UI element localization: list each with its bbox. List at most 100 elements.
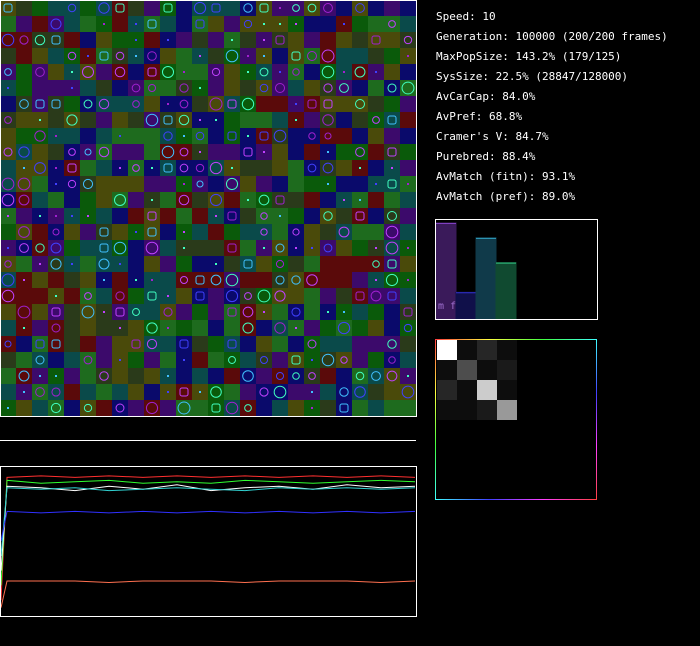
cell (368, 256, 384, 272)
organism (147, 211, 157, 221)
cell (96, 64, 112, 80)
cell (368, 80, 384, 96)
organism (355, 3, 365, 13)
cell (0, 48, 16, 64)
food (247, 71, 249, 73)
food (119, 263, 121, 265)
organism (275, 275, 285, 285)
food (39, 215, 41, 217)
cell (96, 96, 112, 112)
cell (208, 64, 224, 80)
food (167, 391, 169, 393)
heat-cell (457, 340, 477, 360)
cell (16, 0, 32, 16)
cell (304, 48, 320, 64)
cell (320, 240, 336, 256)
cell (176, 144, 192, 160)
cell (192, 96, 208, 112)
food (295, 327, 297, 329)
cell (320, 192, 336, 208)
food (199, 55, 201, 57)
heat-cell (477, 380, 497, 400)
cell (64, 176, 80, 192)
cell (368, 304, 384, 320)
food (407, 55, 409, 57)
stat-line: Purebred: 88.4% (436, 150, 536, 163)
cell (176, 96, 192, 112)
cell (48, 192, 64, 208)
cell (272, 352, 288, 368)
cell (16, 336, 32, 352)
cell (32, 288, 48, 304)
food (103, 311, 105, 313)
cell (80, 96, 96, 112)
cell (144, 128, 160, 144)
food (279, 23, 281, 25)
organism (292, 228, 300, 236)
organism (34, 130, 46, 142)
cell (176, 272, 192, 288)
organism (51, 387, 61, 397)
cell (176, 368, 192, 384)
cell (272, 224, 288, 240)
organism (115, 307, 125, 317)
organism (147, 51, 157, 61)
cell (400, 320, 416, 336)
food (375, 183, 377, 185)
organism (259, 387, 269, 397)
cell (32, 128, 48, 144)
cell (336, 160, 352, 176)
organism (387, 339, 397, 349)
cell (176, 32, 192, 48)
cell (352, 208, 368, 224)
organism (18, 226, 30, 238)
cell (176, 48, 192, 64)
cell (112, 400, 128, 416)
cell (48, 16, 64, 32)
organism (83, 99, 93, 109)
cell (384, 208, 400, 224)
cell (128, 288, 144, 304)
food (23, 167, 25, 169)
cell (352, 288, 368, 304)
cell (112, 224, 128, 240)
cell (0, 256, 16, 272)
cell (48, 48, 64, 64)
cell (112, 64, 128, 80)
cell (32, 304, 48, 320)
organism (259, 67, 269, 77)
cell (64, 96, 80, 112)
organism (98, 98, 110, 110)
organism (50, 242, 62, 254)
organism (403, 307, 413, 317)
food (279, 71, 281, 73)
cell (128, 160, 144, 176)
cell (320, 288, 336, 304)
organism (227, 211, 237, 221)
organism (35, 387, 45, 397)
cell (384, 0, 400, 16)
cell (288, 48, 304, 64)
cell (192, 16, 208, 32)
organism (83, 403, 93, 413)
cell (240, 208, 256, 224)
cell (384, 112, 400, 128)
cell (208, 272, 224, 288)
organism (84, 148, 92, 156)
organism (98, 2, 110, 14)
bar (475, 237, 497, 320)
cell (272, 368, 288, 384)
cell (128, 80, 144, 96)
organism (113, 241, 127, 255)
stat-line: AvCarCap: 84.0% (436, 90, 536, 103)
cell (112, 336, 128, 352)
organism (115, 291, 125, 301)
series-line (0, 475, 416, 601)
food (343, 199, 345, 201)
cell (336, 112, 352, 128)
cell (112, 96, 128, 112)
cell (0, 352, 16, 368)
cell (384, 128, 400, 144)
cell (64, 112, 80, 128)
organism (50, 18, 62, 30)
